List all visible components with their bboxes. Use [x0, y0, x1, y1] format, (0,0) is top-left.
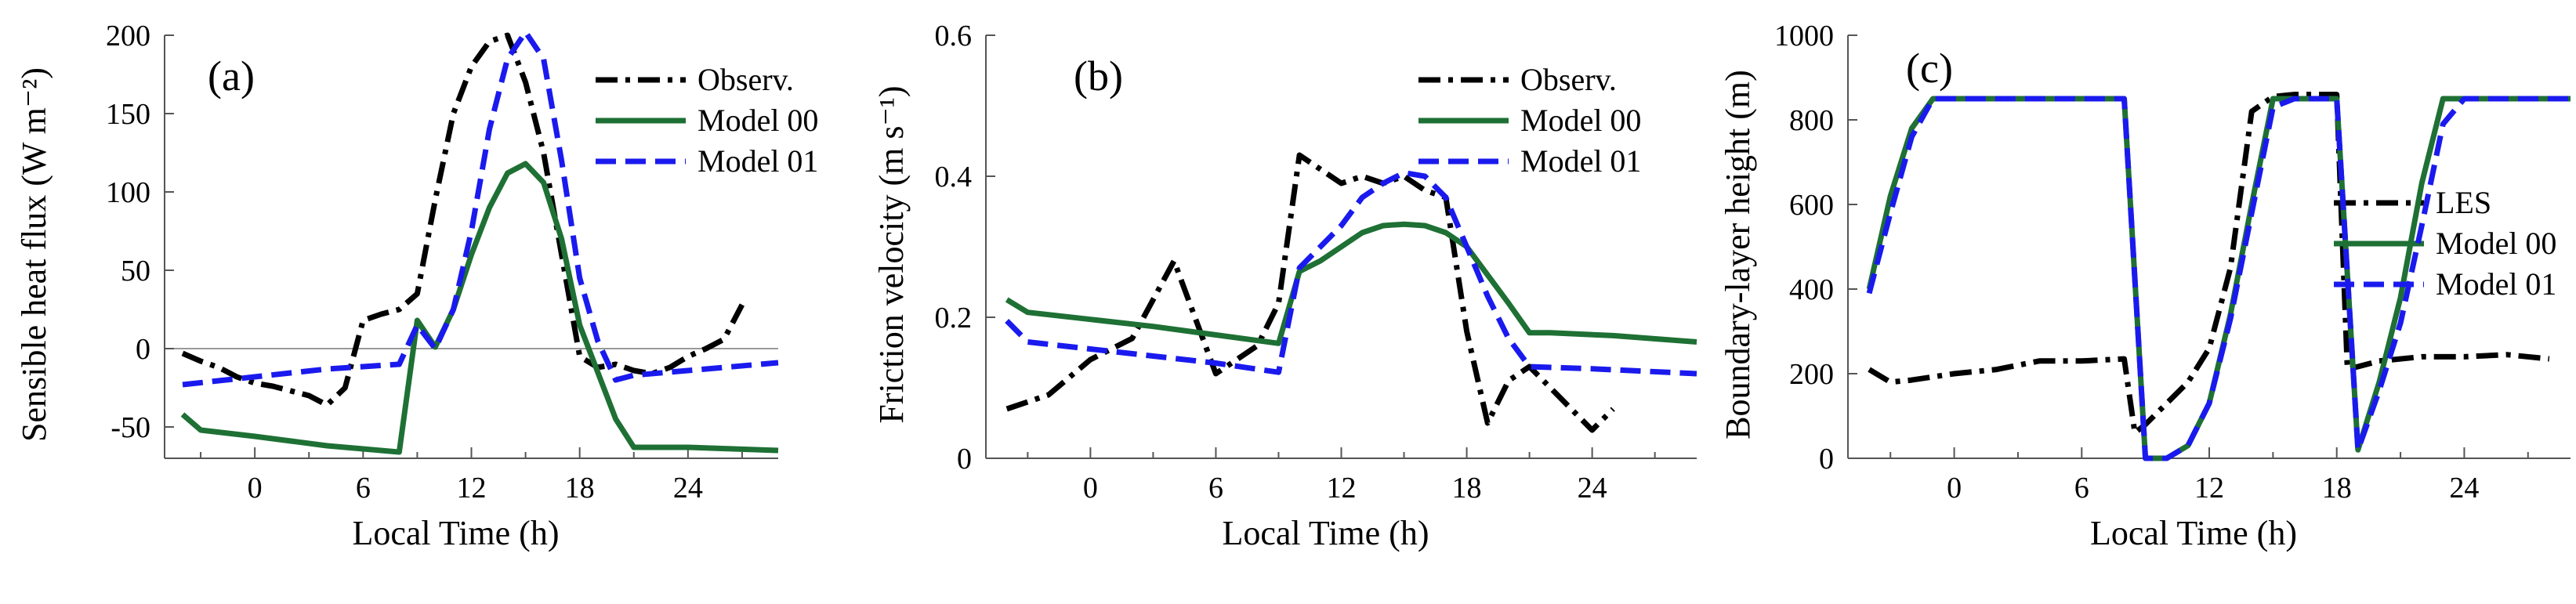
x-axis-label: Local Time (h)	[2090, 514, 2297, 552]
y-axis-label-unit: (m s⁻¹)	[872, 85, 911, 186]
y-tick-label: 0.4	[935, 161, 973, 193]
series-line-model-01	[182, 29, 779, 388]
legend-label: Model 01	[697, 143, 818, 179]
y-axis-label: Boundary-layer height (m)	[1719, 70, 1757, 439]
y-tick-label: 100	[106, 176, 150, 209]
x-tick-label: 12	[457, 472, 487, 505]
x-tick-label: 24	[1578, 472, 1607, 505]
x-tick-label: 6	[1208, 472, 1223, 505]
x-tick-label: 18	[1452, 472, 1482, 505]
y-tick-label: -50	[111, 411, 150, 444]
panel-label: (c)	[1906, 45, 1953, 92]
series-line-observ	[1005, 152, 1615, 433]
series-line-model-00	[1005, 221, 1697, 346]
x-axis-label: Local Time (h)	[353, 514, 560, 552]
series-line-model-01	[1005, 170, 1697, 377]
series-line-les	[1868, 92, 2550, 436]
y-tick-label: 0	[136, 333, 150, 366]
x-tick-label: 18	[2322, 472, 2352, 505]
panel-c: 0 200 400 600 800 1000 0 6 12 18 24 Local Time (h) B…	[1719, 20, 2571, 552]
series-line-observ	[181, 32, 745, 408]
y-axis-label-main: Friction velocity	[872, 186, 911, 424]
y-axis-label-unit: (W m⁻²)	[15, 67, 53, 186]
series-line-model-00	[180, 161, 779, 455]
y-tick-label: 0.6	[935, 20, 973, 52]
y-tick-label: 0	[1819, 443, 1834, 476]
x-tick-label: 0	[248, 472, 263, 505]
y-tick-label: 200	[106, 20, 150, 52]
y-tick-label: 200	[1789, 358, 1834, 391]
y-tick-label: 1000	[1774, 20, 1834, 52]
x-tick-label: 0	[1947, 472, 1962, 505]
series-line-model-01	[1866, 96, 2571, 461]
legend-label: Model 01	[1520, 143, 1641, 179]
y-tick-label: 800	[1789, 104, 1834, 137]
y-axis-label: Friction velocity (m s⁻¹)	[872, 85, 911, 423]
x-axis-label: Local Time (h)	[1223, 514, 1429, 552]
y-axis-label-unit: (m)	[1719, 70, 1757, 120]
x-tick-label: 6	[356, 472, 371, 505]
x-tick-label: 18	[565, 472, 595, 505]
panel-label: (b)	[1074, 52, 1123, 99]
y-tick-label: 50	[121, 255, 150, 288]
y-tick-label: 0.2	[935, 302, 973, 335]
legend-label: Model 00	[697, 103, 818, 138]
y-tick-label: 150	[106, 98, 150, 131]
x-tick-label: 24	[673, 472, 703, 505]
panel-a: -50 0 50 100 150 200 0 6 12 18 24 Local Time (h) Sen…	[15, 20, 818, 552]
x-tick-label: 6	[2074, 472, 2089, 505]
legend-label: LES	[2436, 185, 2491, 220]
y-tick-label: 600	[1789, 189, 1834, 222]
y-tick-label: 0	[957, 443, 972, 476]
legend-label: Observ.	[697, 62, 794, 97]
legend-label: Model 00	[2436, 226, 2556, 261]
legend-label: Observ.	[1520, 62, 1617, 97]
panel-b: 0 0.2 0.4 0.6 0 6 12 18 24 Local Time (h) Friction…	[872, 20, 1697, 552]
panel-label: (a)	[208, 52, 255, 99]
y-axis-label-main: Boundary-layer height	[1719, 120, 1757, 439]
y-axis-label-main: Sensible heat flux	[15, 186, 53, 442]
y-tick-label: 400	[1789, 273, 1834, 306]
legend-label: Model 01	[2436, 266, 2556, 302]
x-tick-label: 12	[2194, 472, 2224, 505]
x-tick-label: 24	[2449, 472, 2479, 505]
x-tick-label: 12	[1327, 472, 1357, 505]
x-tick-label: 0	[1083, 472, 1098, 505]
legend-label: Model 00	[1520, 103, 1641, 138]
y-axis-label: Sensible heat flux (W m⁻²)	[15, 67, 53, 442]
